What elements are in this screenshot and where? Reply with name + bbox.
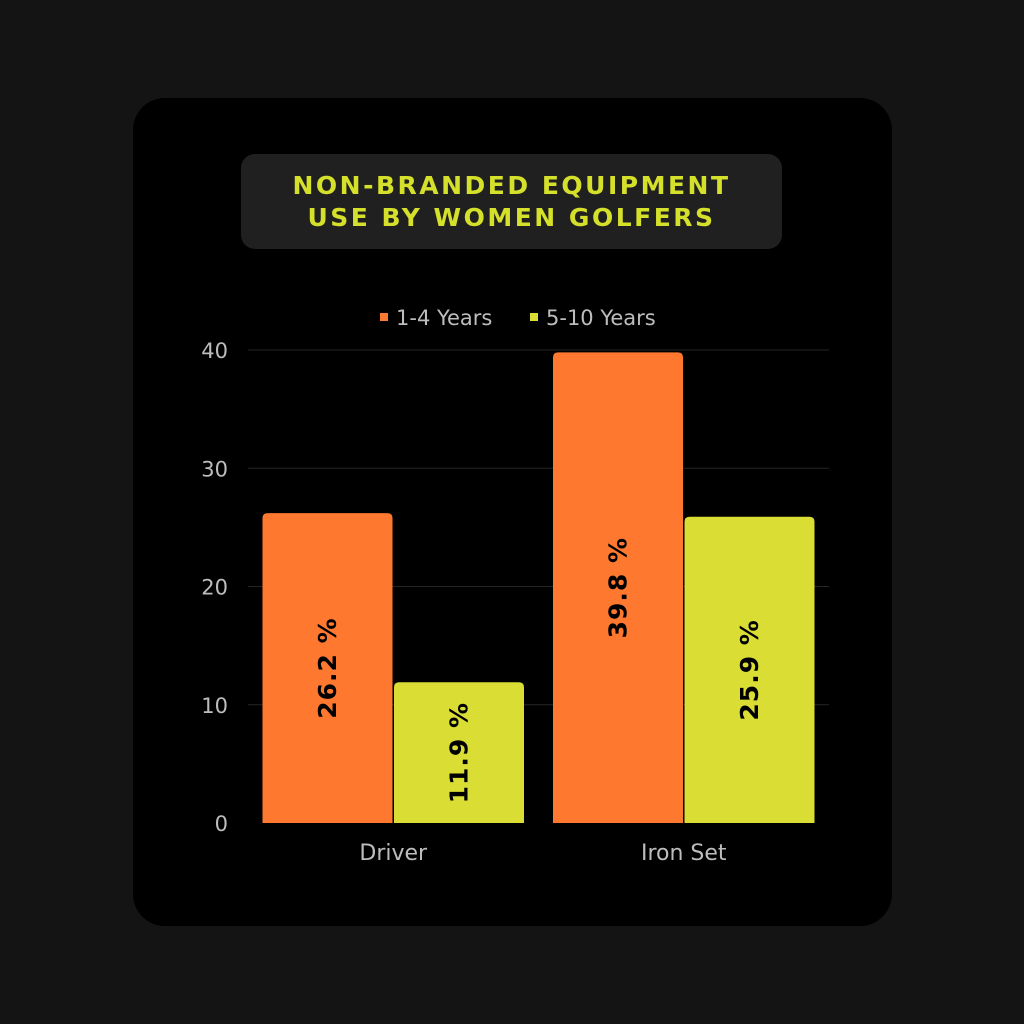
bar-value-label: 11.9 % xyxy=(445,702,474,803)
y-tick-label: 30 xyxy=(201,457,228,481)
legend-swatch xyxy=(380,313,388,321)
chart-title-line-2: USE BY WOMEN GOLFERS xyxy=(307,202,716,232)
legend-label: 1-4 Years xyxy=(396,306,492,330)
legend: 1-4 Years 5-10 Years xyxy=(380,306,656,330)
y-tick-label: 40 xyxy=(201,339,228,363)
bar xyxy=(684,516,815,823)
y-tick-label: 10 xyxy=(201,694,228,718)
legend-swatch xyxy=(530,313,538,321)
chart-title-line-1: NON-BRANDED EQUIPMENT xyxy=(292,170,731,200)
y-tick-label: 20 xyxy=(201,576,228,600)
bar-value-label: 39.8 % xyxy=(604,537,633,638)
chart-title-box: NON-BRANDED EQUIPMENT USE BY WOMEN GOLFE… xyxy=(241,154,782,249)
y-tick-label: 0 xyxy=(215,812,228,836)
bar-value-label: 25.9 % xyxy=(735,619,764,720)
bar xyxy=(394,682,524,823)
bar-labels: 26.2 % 11.9 % 39.8 % 25.9 % xyxy=(313,537,764,803)
x-tick-label: Driver xyxy=(359,841,428,866)
bar xyxy=(262,513,393,823)
bar-value-label: 26.2 % xyxy=(313,617,342,718)
legend-label: 5-10 Years xyxy=(546,306,656,330)
bars xyxy=(262,352,815,823)
bar xyxy=(553,352,683,823)
axes: 0 10 20 30 40 Driver Iron Set xyxy=(201,339,727,866)
x-tick-label: Iron Set xyxy=(641,841,727,866)
